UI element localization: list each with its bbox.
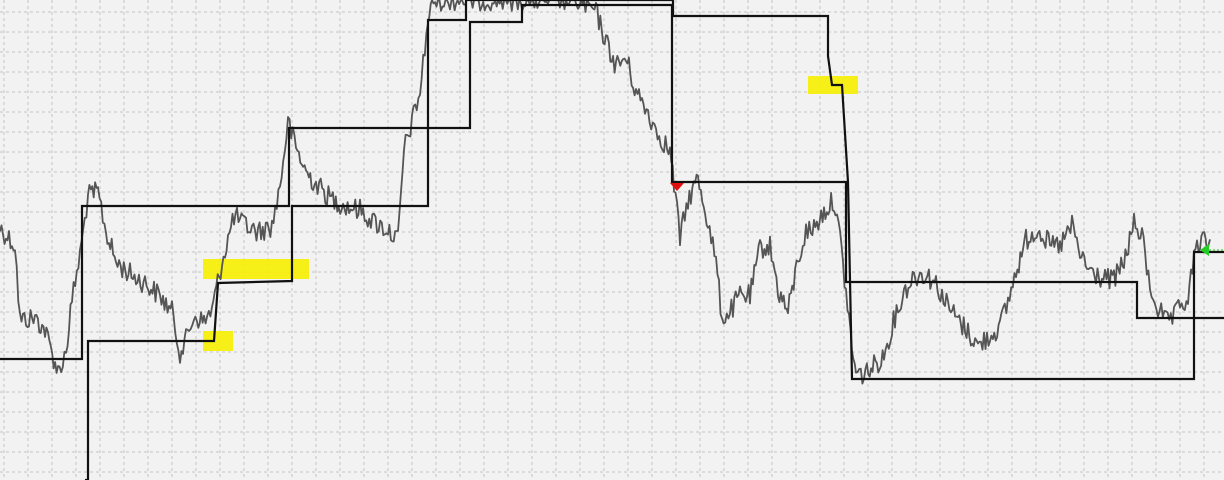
price-line [0, 0, 1211, 385]
highlight-box [203, 259, 309, 279]
level-line [85, 0, 1224, 480]
highlights [203, 76, 858, 351]
buy-arrow-icon [1200, 244, 1209, 256]
markers [670, 183, 1224, 256]
level-line [0, 3, 1224, 361]
highlight-box [203, 331, 233, 351]
sell-arrow-icon [670, 183, 684, 191]
